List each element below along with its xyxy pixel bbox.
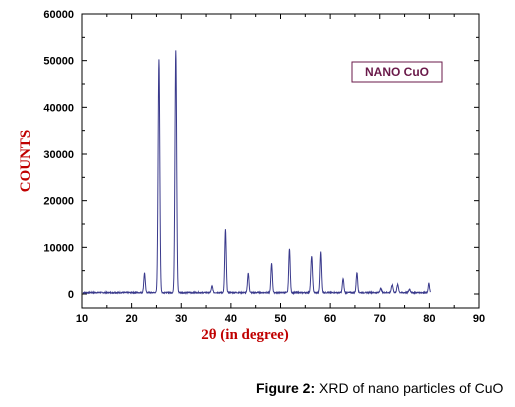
x-tick-label: 40 [225,313,237,325]
caption-text: XRD of nano particles of CuO [315,380,504,396]
x-tick-label: 70 [374,313,386,325]
x-tick-label: 50 [274,313,286,325]
legend-label: NANO CuO [365,65,429,79]
legend: NANO CuO [351,61,443,83]
y-tick-label: 30000 [43,149,74,161]
xrd-series-line [82,50,431,296]
ticks [81,13,480,308]
legend-box [351,61,443,83]
x-tick-label: 80 [423,313,435,325]
y-tick-label: 10000 [43,242,74,254]
plot-area-border [81,13,480,309]
x-tick-label: 60 [324,313,336,325]
figure-caption: Figure 2: XRD of nano particles of CuO [256,380,503,396]
caption-label: Figure 2: [256,380,316,396]
y-axis-label: COUNTS [18,130,34,193]
x-tick-label: 20 [126,313,138,325]
y-tick-label: 40000 [43,102,74,114]
y-tick-label: 60000 [43,9,74,21]
x-tick-label: 90 [473,313,485,325]
y-tick-label: 50000 [43,56,74,68]
x-tick-label: 10 [76,313,88,325]
x-axis-label: 2θ (in degree) [201,327,289,343]
y-tick-label: 0 [68,289,74,301]
tick-labels: 10 20 30 40 50 60 70 80 90 0 10000 20000 30000 40000 5… [43,9,485,325]
x-tick-label: 30 [175,313,187,325]
plot-frame [81,13,480,309]
y-tick-label: 20000 [43,196,74,208]
